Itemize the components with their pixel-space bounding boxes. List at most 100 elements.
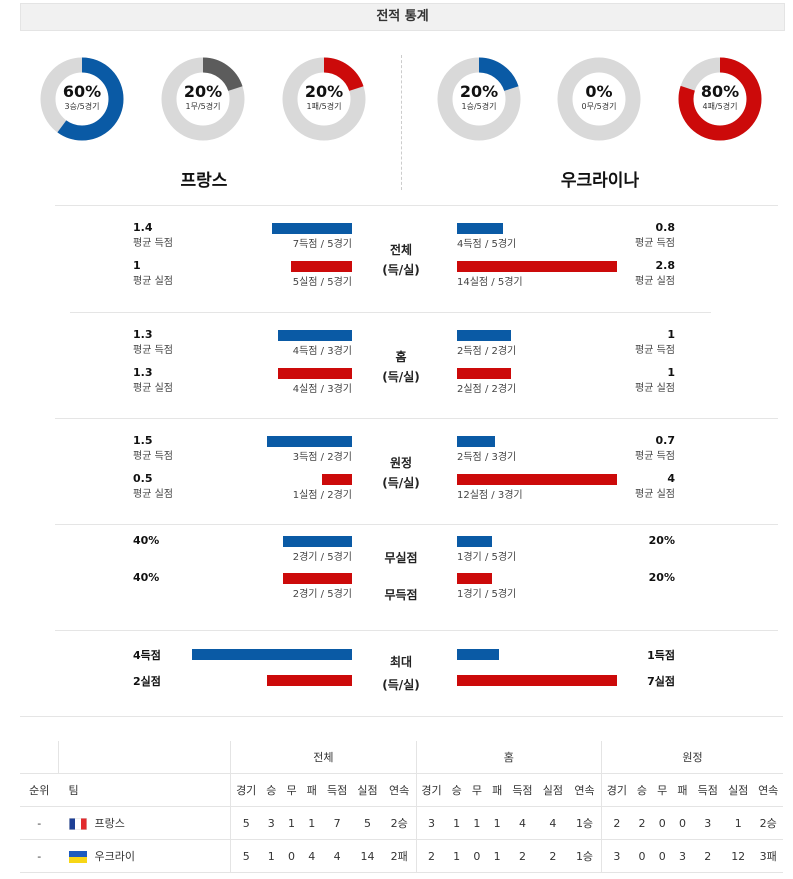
section-divider [55, 205, 778, 206]
right-conceded-bar [457, 573, 492, 584]
stat-cell: 2 [537, 839, 569, 873]
stat-cell: 1 [301, 806, 322, 840]
stat-cell: 0 [672, 806, 693, 840]
donut-record: 3승/5경기 [64, 102, 100, 111]
left-scored-bar [267, 436, 352, 447]
left-label: 평균 득점 [133, 451, 173, 462]
right-value: 0.7 [655, 434, 676, 447]
stat-cell: 2승 [753, 806, 783, 840]
right-scored-bar [457, 223, 503, 234]
donut-record: 1승/5경기 [461, 102, 497, 111]
stat-cell: 0 [631, 839, 653, 873]
donut-percent: 0% [585, 82, 613, 101]
right-scored-bar [457, 649, 499, 660]
section-category-sub: (득/실) [382, 263, 420, 277]
right-value: 1 [667, 366, 675, 379]
left-value: 2실점 [133, 675, 161, 688]
stat-cell: 0 [281, 839, 302, 873]
column-header: 실점 [537, 773, 569, 807]
donut-record: 4패/5경기 [702, 102, 738, 111]
left-value: 1.3 [133, 366, 153, 379]
france-flag-icon [68, 817, 87, 831]
stat-cell: 1승 [568, 806, 602, 840]
donut-arc [437, 57, 521, 141]
section-category-sub: (득/실) [382, 476, 420, 490]
right-value: 20% [648, 571, 675, 584]
left-label: 평균 실점 [133, 383, 173, 394]
section-category: 무실점 [384, 551, 418, 565]
stat-cell: 3 [415, 806, 447, 840]
team-name[interactable]: 우크라이 [94, 850, 135, 863]
donut-percent: 60% [62, 82, 102, 101]
left-donut-3: 20% 1패/5경기 [282, 57, 366, 141]
left-value: 1.4 [133, 221, 153, 234]
stat-cell: 7 [321, 806, 353, 840]
right-bar-label: 12실점 / 3경기 [457, 490, 523, 501]
right-value: 20% [648, 534, 675, 547]
section-divider [55, 524, 778, 525]
stat-cell: 3 [692, 806, 723, 840]
right-label: 평균 득점 [635, 238, 675, 249]
column-header: 무 [466, 773, 487, 807]
right-label: 평균 실점 [635, 276, 675, 287]
right-conceded-bar [457, 474, 617, 485]
stat-cell: 1 [487, 806, 508, 840]
table-row[interactable]: - 우크라이 5 1 0 4 4 14 2패 2 1 0 1 2 2 1승 3 0 0 3 2 12 3패 [20, 839, 783, 873]
column-header: 경기 [600, 773, 632, 807]
column-header: 승 [261, 773, 282, 807]
column-header: 득점 [321, 773, 353, 807]
team-cell[interactable]: 우크라이 [58, 839, 231, 873]
stat-cell: 0 [466, 839, 487, 873]
right-label: 평균 득점 [635, 451, 675, 462]
section-title: 전적 통계 [20, 3, 785, 31]
left-conceded-bar [283, 573, 352, 584]
left-bar-label: 2경기 / 5경기 [292, 589, 352, 600]
left-value: 1 [133, 259, 141, 272]
group-home: 홈 [415, 741, 602, 774]
section-divider [20, 716, 783, 717]
donut-percent: 20% [459, 82, 499, 101]
left-team-name: 프랑스 [180, 171, 228, 191]
right-team-name: 우크라이나 [560, 171, 640, 191]
column-header: 무 [281, 773, 302, 807]
right-value: 0.8 [655, 221, 676, 234]
section-divider [55, 630, 778, 631]
left-conceded-bar [278, 368, 352, 379]
table-row[interactable]: - 프랑스 5 3 1 1 7 5 2승 3 1 1 1 4 4 1승 2 2 0 0 3 1 2승 [20, 806, 783, 840]
left-value: 1.3 [133, 328, 153, 341]
column-header: 실점 [723, 773, 754, 807]
stat-cell: 2승 [382, 806, 417, 840]
stat-cell: 5 [230, 806, 262, 840]
team-header: 팀 [58, 773, 231, 807]
stat-cell: 1 [281, 806, 302, 840]
stat-cell: 5 [352, 806, 383, 840]
stat-cell: 3 [600, 839, 632, 873]
left-value: 1.5 [133, 434, 153, 447]
stat-cell: 3 [672, 839, 693, 873]
stat-cell: 14 [352, 839, 383, 873]
donut-record: 0무/5경기 [581, 102, 617, 111]
left-label: 평균 실점 [133, 489, 173, 500]
donut-arc [161, 57, 245, 141]
left-bar-label: 2경기 / 5경기 [292, 552, 352, 563]
left-label: 평균 실점 [133, 276, 173, 287]
column-header: 무 [652, 773, 673, 807]
section-category: 전체 [389, 243, 413, 257]
column-header: 경기 [230, 773, 262, 807]
donut-arc [40, 57, 124, 141]
column-header: 경기 [415, 773, 447, 807]
team-cell[interactable]: 프랑스 [58, 806, 231, 840]
left-label: 평균 득점 [133, 345, 173, 356]
stat-cell: 1 [446, 806, 467, 840]
team-name[interactable]: 프랑스 [94, 817, 125, 830]
column-header: 실점 [352, 773, 383, 807]
stat-cell: 4 [301, 839, 322, 873]
donut-percent: 20% [183, 82, 223, 101]
column-header: 연속 [753, 773, 783, 807]
right-value: 7실점 [647, 675, 675, 688]
section-category-sub: 무득점 [384, 588, 418, 602]
stat-cell: 3 [261, 806, 282, 840]
right-donut-1: 20% 1승/5경기 [437, 57, 521, 141]
right-bar-label: 14실점 / 5경기 [457, 277, 523, 288]
section-category-sub: (득/실) [382, 370, 420, 384]
